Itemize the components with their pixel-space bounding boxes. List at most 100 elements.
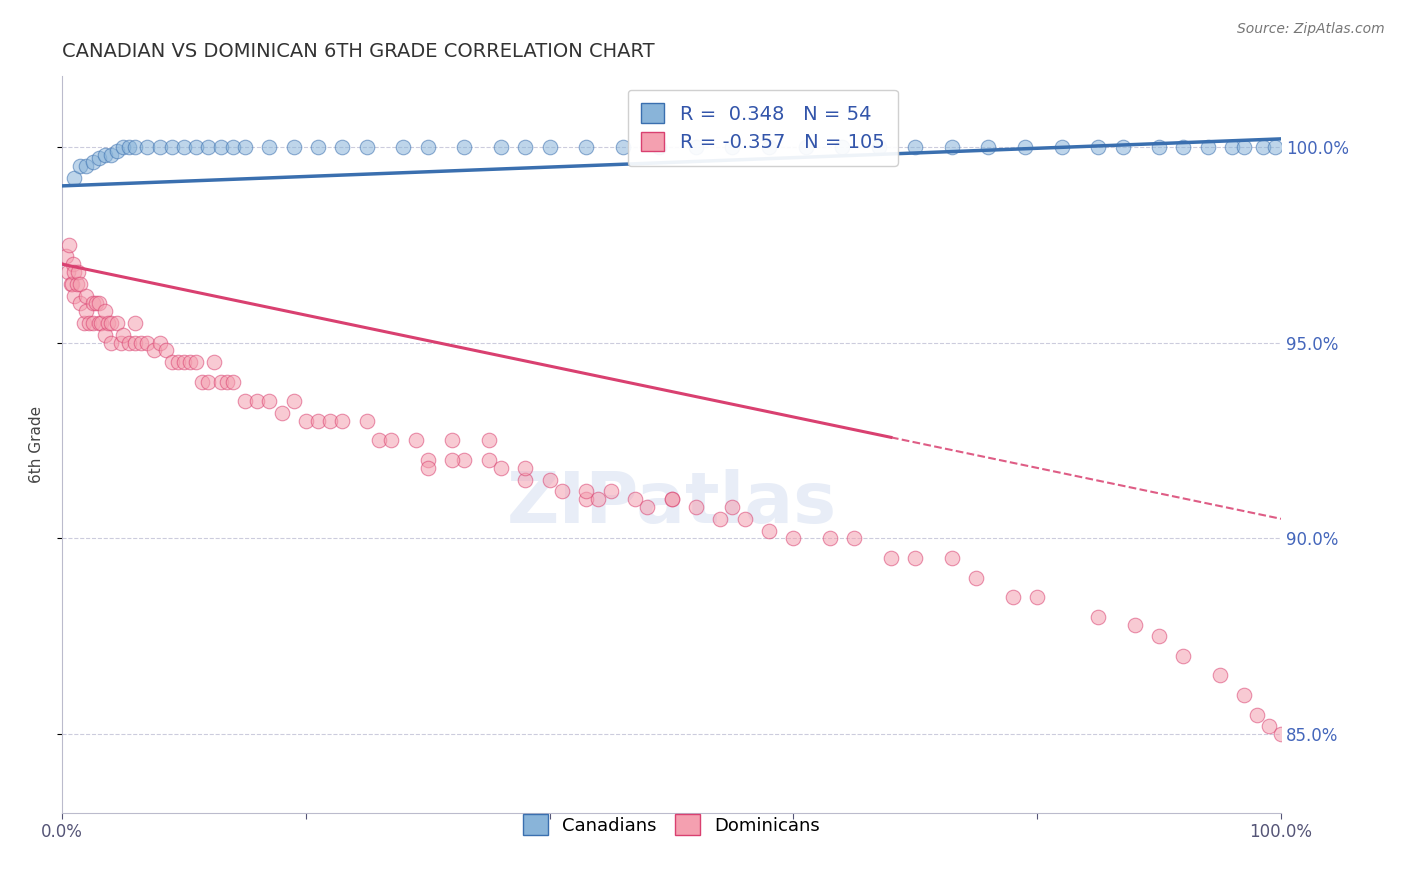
Point: [59, 277, 82, 291]
Point: [295, 414, 318, 428]
Point: [197, 139, 219, 153]
Point: [1233, 139, 1256, 153]
Point: [1257, 719, 1279, 733]
Point: [209, 375, 232, 389]
Point: [233, 139, 256, 153]
Point: [332, 139, 354, 153]
Point: [551, 484, 574, 499]
Point: [709, 512, 731, 526]
Point: [58, 237, 80, 252]
Point: [179, 355, 201, 369]
Point: [100, 147, 122, 161]
Point: [124, 316, 146, 330]
Point: [734, 512, 756, 526]
Point: [405, 434, 427, 448]
Point: [1197, 139, 1219, 153]
Point: [90, 316, 112, 330]
Point: [1001, 590, 1024, 604]
Point: [588, 492, 610, 507]
Point: [87, 152, 110, 166]
Point: [599, 484, 621, 499]
Point: [1246, 707, 1268, 722]
Point: [661, 492, 683, 507]
Point: [441, 453, 464, 467]
Point: [965, 570, 987, 584]
Point: [160, 139, 183, 153]
Point: [87, 316, 110, 330]
Point: [191, 375, 214, 389]
Point: [118, 139, 141, 153]
Point: [69, 159, 91, 173]
Point: [685, 500, 707, 514]
Point: [1147, 629, 1170, 643]
Point: [259, 139, 281, 153]
Point: [76, 288, 98, 302]
Point: [197, 375, 219, 389]
Point: [69, 296, 91, 310]
Point: [112, 327, 135, 342]
Point: [142, 343, 165, 358]
Point: [105, 144, 128, 158]
Point: [87, 296, 110, 310]
Point: [1209, 668, 1232, 682]
Point: [332, 414, 354, 428]
Point: [1050, 139, 1073, 153]
Point: [55, 249, 77, 263]
Point: [136, 335, 159, 350]
Point: [155, 343, 177, 358]
Point: [307, 139, 329, 153]
Point: [94, 327, 117, 342]
Point: [136, 139, 159, 153]
Point: [76, 304, 98, 318]
Point: [904, 139, 927, 153]
Point: [215, 375, 238, 389]
Point: [538, 139, 561, 153]
Point: [794, 139, 817, 153]
Point: [222, 139, 245, 153]
Point: [307, 414, 329, 428]
Point: [105, 316, 128, 330]
Text: CANADIAN VS DOMINICAN 6TH GRADE CORRELATION CHART: CANADIAN VS DOMINICAN 6TH GRADE CORRELAT…: [62, 42, 655, 61]
Point: [204, 355, 226, 369]
Point: [538, 473, 561, 487]
Point: [941, 139, 963, 153]
Point: [82, 296, 104, 310]
Point: [110, 335, 132, 350]
Point: [283, 139, 305, 153]
Point: [131, 335, 153, 350]
Point: [283, 394, 305, 409]
Point: [575, 139, 598, 153]
Point: [685, 139, 707, 153]
Point: [209, 139, 232, 153]
Point: [1123, 617, 1146, 632]
Point: [149, 139, 172, 153]
Point: [124, 139, 146, 153]
Point: [246, 394, 269, 409]
Point: [489, 139, 512, 153]
Point: [1270, 727, 1292, 741]
Point: [1251, 139, 1274, 153]
Point: [1111, 139, 1133, 153]
Text: Source: ZipAtlas.com: Source: ZipAtlas.com: [1237, 22, 1385, 37]
Point: [62, 257, 84, 271]
Point: [222, 375, 245, 389]
Point: [77, 316, 100, 330]
Point: [380, 434, 402, 448]
Point: [63, 171, 86, 186]
Point: [575, 492, 598, 507]
Legend: Canadians, Dominicans: Canadians, Dominicans: [513, 805, 830, 844]
Point: [73, 316, 96, 330]
Point: [758, 524, 780, 538]
Point: [478, 434, 501, 448]
Point: [63, 265, 86, 279]
Point: [173, 355, 195, 369]
Point: [904, 551, 927, 566]
Point: [82, 316, 104, 330]
Point: [489, 461, 512, 475]
Point: [758, 139, 780, 153]
Text: ZIPatlas: ZIPatlas: [506, 469, 837, 538]
Point: [1264, 139, 1286, 153]
Point: [233, 394, 256, 409]
Point: [575, 484, 598, 499]
Point: [94, 304, 117, 318]
